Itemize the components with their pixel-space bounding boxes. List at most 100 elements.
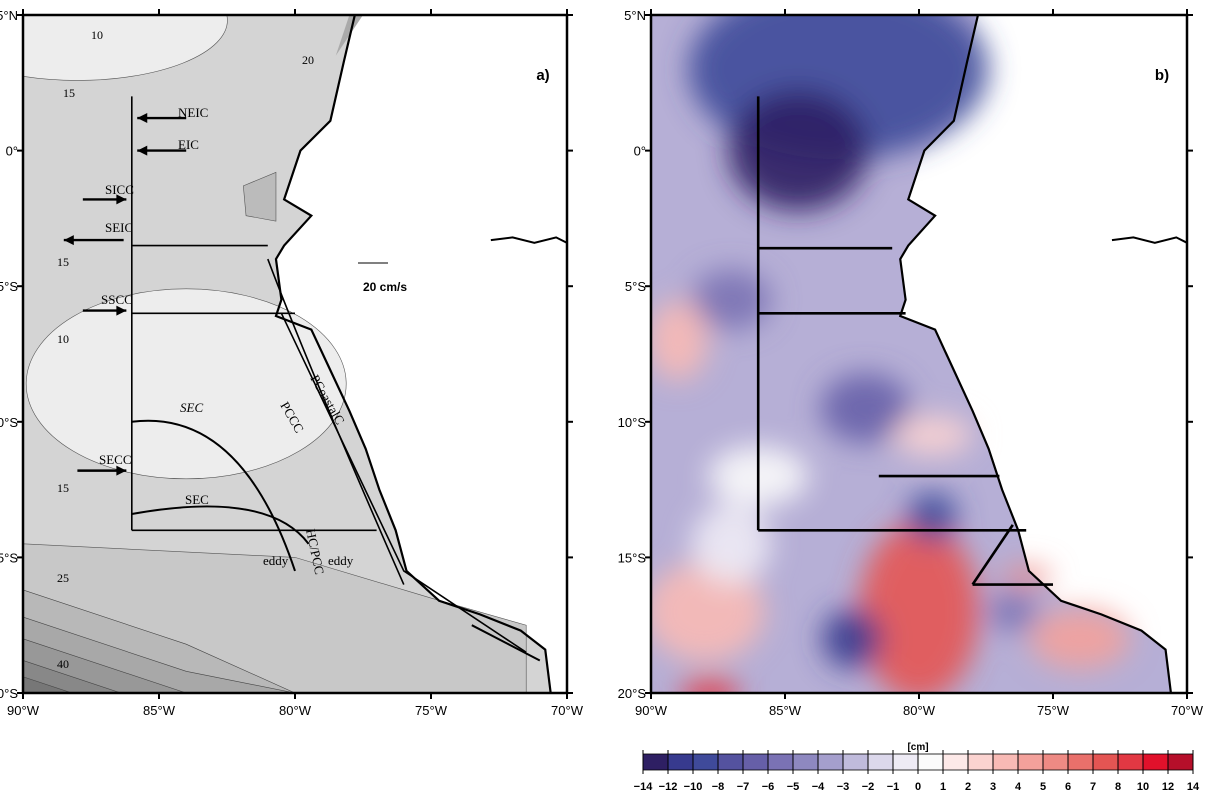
colorbar-swatch: [892, 753, 919, 771]
anomaly-blob: [651, 300, 708, 381]
colorbar-tick-label: −10: [684, 781, 703, 793]
lat-tick-label: 20°S: [618, 686, 647, 701]
track-line: [971, 524, 1014, 586]
colorbar-tick-label: −4: [812, 781, 825, 793]
lon-tick-label: 85°W: [769, 703, 802, 718]
lat-tick-label: 10°S: [618, 415, 647, 430]
lat-tick-label: 5°N: [0, 8, 18, 23]
contour-label: 20: [302, 53, 314, 67]
colorbar-swatch: [717, 753, 744, 771]
sec-path: [131, 419, 296, 572]
lon-tick-label: 75°W: [415, 703, 448, 718]
colorbar-tick-label: 14: [1187, 781, 1200, 793]
border-line: [490, 236, 567, 244]
lat-tick-label: 15°S: [0, 550, 18, 565]
colorbar-tick-label: 4: [1015, 781, 1022, 793]
colorbar-swatch: [867, 753, 894, 771]
current-eic: EIC: [178, 137, 199, 152]
colorbar-swatch: [667, 753, 694, 771]
colorbar-swatch: [942, 753, 969, 771]
current-arrows: [63, 113, 541, 662]
colorbar-tick-label: −1: [887, 781, 900, 793]
colorbar-tick-label: −6: [762, 781, 775, 793]
colorbar-tick-label: −14: [634, 781, 654, 793]
colorbar-tick-label: 5: [1040, 781, 1046, 793]
colorbar-swatch: [1042, 753, 1069, 771]
contour-band: [25, 288, 347, 480]
colorbar-swatch: [1017, 753, 1044, 771]
eddy-label-2: eddy: [328, 553, 354, 568]
lat-tick-label: 0°: [634, 144, 646, 159]
anomaly-blob: [651, 561, 765, 662]
colorbar-tick-label: 8: [1115, 781, 1121, 793]
anomaly-blob: [1029, 608, 1130, 669]
colorbar-tick-label: −3: [837, 781, 850, 793]
colorbar-tick-label: 6: [1065, 781, 1071, 793]
lat-tick-label: 5°S: [0, 279, 18, 294]
colorbar: −14 −12 −10 −8 −7 −6 −5 −4 −3 −2 −1 0 1 2 3 4 5 6 7 8 10 12 14: [634, 750, 1200, 793]
colorbar-tick-label: 0: [915, 781, 921, 793]
colorbar-tick-label: −2: [862, 781, 875, 793]
colorbar-swatch: [967, 753, 994, 771]
colorbar-tick-label: −5: [787, 781, 800, 793]
hc-path: [471, 624, 541, 662]
anomaly-blob: [728, 90, 869, 211]
coastline: [274, 15, 552, 693]
panel-b-map: 5°N 0° 5°S 10°S 15°S 20°S 90°W 85°W 80°W 75°W 70°W: [618, 8, 1204, 718]
map-content: [651, 15, 1187, 693]
lon-tick-label: 85°W: [143, 703, 176, 718]
colorbar-tick-label: 3: [990, 781, 996, 793]
coastline: [898, 15, 1173, 693]
arrow-head: [137, 145, 148, 156]
lon-tick-label: 70°W: [551, 703, 584, 718]
current-sec-2: SEC: [185, 492, 209, 507]
anomaly-blob: [859, 521, 979, 693]
colorbar-swatch: [842, 753, 869, 771]
anomaly-blob: [820, 373, 911, 444]
current-secc: SECC: [99, 452, 132, 467]
lat-tick-label: 0°: [6, 144, 18, 159]
current-sicc: SICC: [105, 182, 134, 197]
ship-tracks: [756, 96, 1053, 586]
colorbar-swatch: [792, 753, 819, 771]
colorbar-tick-label: 7: [1090, 781, 1096, 793]
anomaly-blob: [892, 415, 973, 456]
sec-path: [131, 505, 310, 545]
colorbar-tick-label: 12: [1162, 781, 1174, 793]
current-sec-1: SEC: [180, 400, 203, 415]
colorbar-swatch: [817, 753, 844, 771]
lat-tick-label: 15°S: [618, 550, 647, 565]
contour-label: 25: [57, 571, 69, 585]
anomaly-blob: [987, 591, 1038, 632]
current-neic: NEIC: [178, 105, 208, 120]
lon-tick-label: 70°W: [1171, 703, 1204, 718]
arrow-head: [116, 194, 127, 205]
contour-band: [23, 15, 228, 81]
current-sscc: SSCC: [101, 292, 133, 307]
colorbar-tick-label: 2: [965, 781, 971, 793]
contour-band: [23, 676, 295, 693]
anomaly-blob: [907, 491, 958, 542]
arrow-head: [137, 113, 148, 124]
lon-tick-label: 80°W: [279, 703, 312, 718]
lon-tick-label: 75°W: [1037, 703, 1070, 718]
contour-band: [23, 638, 295, 693]
colorbar-swatch: [692, 753, 719, 771]
colorbar-tick-label: 1: [940, 781, 946, 793]
current-seic: SEIC: [105, 220, 133, 235]
colorbar-swatch: [992, 753, 1019, 771]
colorbar-swatch: [1142, 753, 1169, 771]
contour-label: 15: [57, 481, 69, 495]
pccc-path: [280, 312, 527, 653]
arrow-head: [116, 465, 127, 476]
lat-tick-label: 5°N: [624, 8, 646, 23]
arrow-head: [63, 235, 74, 246]
map-content: [23, 15, 567, 693]
colorbar-swatch: [642, 753, 669, 771]
border-line: [1111, 236, 1187, 244]
anomaly-blob: [822, 608, 882, 669]
colorbar-swatch: [1067, 753, 1094, 771]
contour-label: 10: [57, 332, 69, 346]
contour-label: 15: [57, 255, 69, 269]
